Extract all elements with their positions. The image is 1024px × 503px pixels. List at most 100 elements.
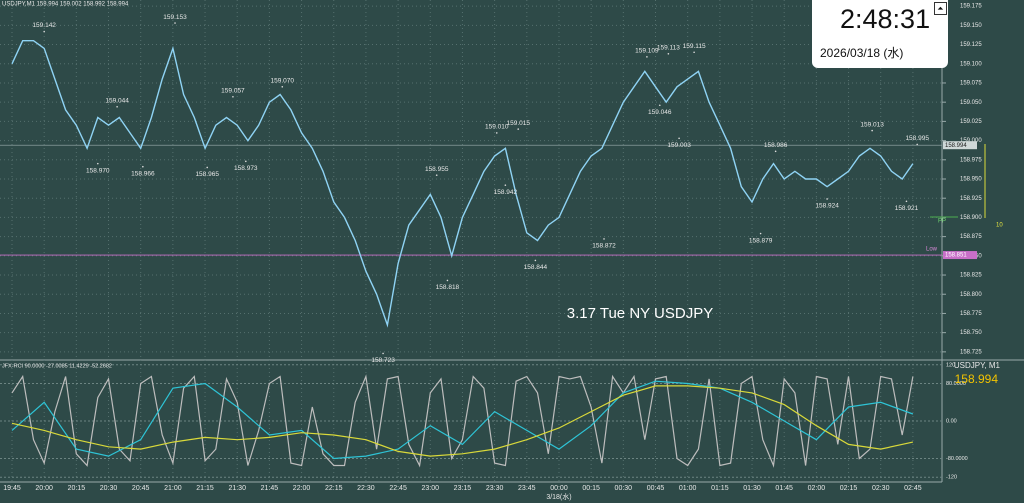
- price-annotation: 158.921: [895, 205, 919, 212]
- low-price-label: 158.851: [945, 253, 967, 259]
- extreme-point: [667, 52, 670, 55]
- y-tick-label: 159.150: [960, 23, 982, 29]
- extreme-point: [905, 200, 908, 203]
- price-annotation: 158.966: [131, 170, 155, 177]
- price-annotation: 158.879: [749, 237, 773, 244]
- extreme-point: [446, 279, 449, 282]
- date-label: 3/18(水): [546, 492, 571, 501]
- x-tick-label: 22:15: [325, 485, 343, 492]
- price-annotation: 159.113: [657, 44, 680, 51]
- indicator-symbol: USDJPY, M1: [954, 361, 1001, 370]
- extreme-point: [281, 86, 284, 88]
- x-tick-label: 20:00: [35, 485, 53, 492]
- y-tick-label: 159.050: [960, 100, 982, 106]
- clock-date: 2026/03/18 (水): [820, 46, 904, 60]
- x-tick-label: 02:45: [904, 485, 922, 492]
- extreme-point: [504, 184, 507, 186]
- extreme-point: [435, 174, 438, 176]
- price-annotation: 158.955: [425, 166, 449, 173]
- price-annotation: 159.013: [860, 121, 884, 128]
- price-annotation: 159.003: [667, 142, 691, 149]
- range-label: 10: [996, 223, 1003, 229]
- price-annotation: 158.942: [494, 189, 518, 196]
- price-annotation: 158.924: [815, 203, 839, 210]
- x-tick-label: 20:45: [132, 485, 150, 492]
- price-annotation: 159.044: [105, 98, 129, 105]
- extreme-point: [603, 238, 605, 240]
- x-tick-label: 23:15: [454, 485, 472, 492]
- y-tick-label: 158.725: [960, 349, 982, 355]
- clock-button[interactable]: ⏶: [934, 2, 947, 15]
- extreme-point: [826, 198, 828, 200]
- x-tick-label: 20:15: [68, 485, 86, 492]
- x-tick-label: 21:00: [164, 485, 182, 492]
- x-tick-label: 21:15: [196, 485, 214, 492]
- price-annotation: 159.142: [32, 22, 56, 29]
- x-tick-label: 01:45: [775, 485, 793, 492]
- extreme-point: [495, 132, 498, 134]
- extreme-point: [232, 95, 234, 98]
- current-price-box: [943, 141, 977, 150]
- indicator-price: 158.994: [955, 372, 999, 386]
- extreme-point: [142, 165, 144, 168]
- current-price-label: 158.994: [945, 143, 967, 149]
- pp-label: PP: [938, 219, 946, 225]
- x-tick-label: 02:15: [840, 485, 858, 492]
- price-annotation: 159.057: [221, 88, 245, 95]
- indicator-title: JFX-RCI 90.0000 -27.0085 11.4229 -52.268…: [2, 363, 112, 369]
- price-annotation: 159.070: [271, 78, 295, 85]
- y-tick-label: 159.075: [960, 81, 982, 87]
- data-line: [11, 374, 914, 468]
- price-annotation: 159.010: [485, 124, 509, 131]
- data-line: [11, 40, 914, 328]
- x-tick-label: 00:30: [615, 485, 633, 492]
- x-tick-label: 01:15: [711, 485, 729, 492]
- x-tick-label: 22:45: [389, 485, 407, 492]
- price-annotation: 158.818: [436, 284, 460, 291]
- x-tick-label: 01:00: [679, 485, 697, 492]
- y-tick-label: 80.0000: [946, 381, 966, 387]
- y-tick-label: 159.025: [960, 119, 982, 125]
- y-tick-label: 159.125: [960, 42, 982, 48]
- x-tick-label: 00:00: [550, 485, 568, 492]
- x-tick-label: 19:45: [3, 485, 21, 492]
- x-tick-label: 02:30: [872, 485, 890, 492]
- extreme-point: [116, 105, 118, 108]
- y-tick-label: -120: [946, 475, 957, 481]
- extreme-point: [174, 22, 176, 24]
- y-tick-label: 159.175: [960, 4, 982, 10]
- extreme-point: [693, 51, 695, 54]
- price-annotation: 158.723: [371, 357, 395, 364]
- x-tick-label: 00:45: [647, 485, 665, 492]
- chart-title: 3.17 Tue NY USDJPY: [567, 305, 713, 322]
- extreme-point: [382, 352, 384, 355]
- x-tick-label: 23:00: [422, 485, 440, 492]
- y-tick-label: 158.950: [960, 177, 982, 183]
- price-annotation: 159.109: [635, 48, 659, 55]
- extreme-point: [678, 137, 680, 140]
- extreme-point: [774, 150, 777, 153]
- clock-widget: 2:48:31 2026/03/18 (水) ⏶: [812, 0, 948, 68]
- price-annotation: 158.844: [524, 264, 548, 271]
- y-tick-label: 158.775: [960, 311, 982, 317]
- x-tick-label: 21:30: [228, 485, 246, 492]
- y-tick-label: 158.750: [960, 330, 982, 336]
- extreme-point: [245, 160, 247, 163]
- y-tick-label: 158.975: [960, 157, 982, 163]
- price-annotation: 159.015: [506, 120, 530, 127]
- x-tick-label: 23:45: [518, 485, 536, 492]
- price-annotation: 158.872: [592, 243, 616, 250]
- price-annotation: 158.986: [764, 142, 788, 149]
- extreme-point: [658, 104, 661, 107]
- symbol-info: USDJPY,M1 158.994 159.002 158.992 158.99…: [2, 2, 129, 8]
- extreme-point: [646, 56, 648, 58]
- x-tick-label: 22:00: [293, 485, 311, 492]
- x-tick-label: 02:00: [808, 485, 826, 492]
- price-annotation: 159.153: [163, 14, 187, 21]
- y-tick-label: 158.825: [960, 273, 982, 279]
- x-tick-label: 01:30: [743, 485, 761, 492]
- extreme-point: [43, 30, 45, 33]
